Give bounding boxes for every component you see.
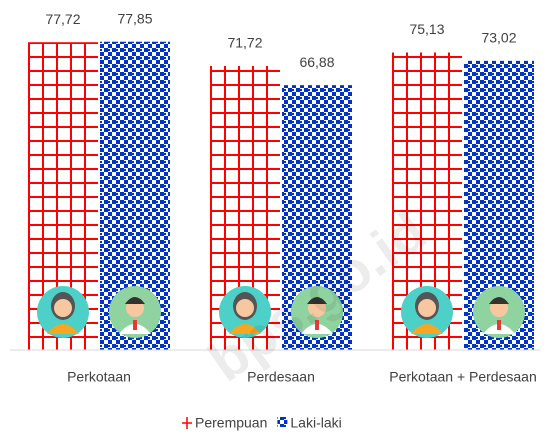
avatar-icon [401,286,453,338]
avatar-icon [473,286,525,338]
value-label: 77,85 [117,10,152,26]
value-label: 73,02 [481,30,516,46]
chart: 77,7277,85Perkotaan71,7266,88Perdesaan75… [0,0,550,433]
value-label: 71,72 [227,35,262,51]
legend-label: Laki-laki [290,415,341,431]
x-tick-label: Perkotaan [67,369,131,385]
avatar-icon [37,286,89,338]
legend-marker [182,417,192,429]
value-label: 75,13 [409,21,444,37]
legend-marker [277,417,287,427]
legend-label: Perempuan [195,415,267,431]
legend: Perempuan Laki-laki [182,415,342,431]
value-label: 66,88 [299,54,334,70]
x-tick-label: Perkotaan + Perdesaan [389,369,537,385]
avatar-icon [109,286,161,338]
value-label: 77,72 [45,11,80,27]
